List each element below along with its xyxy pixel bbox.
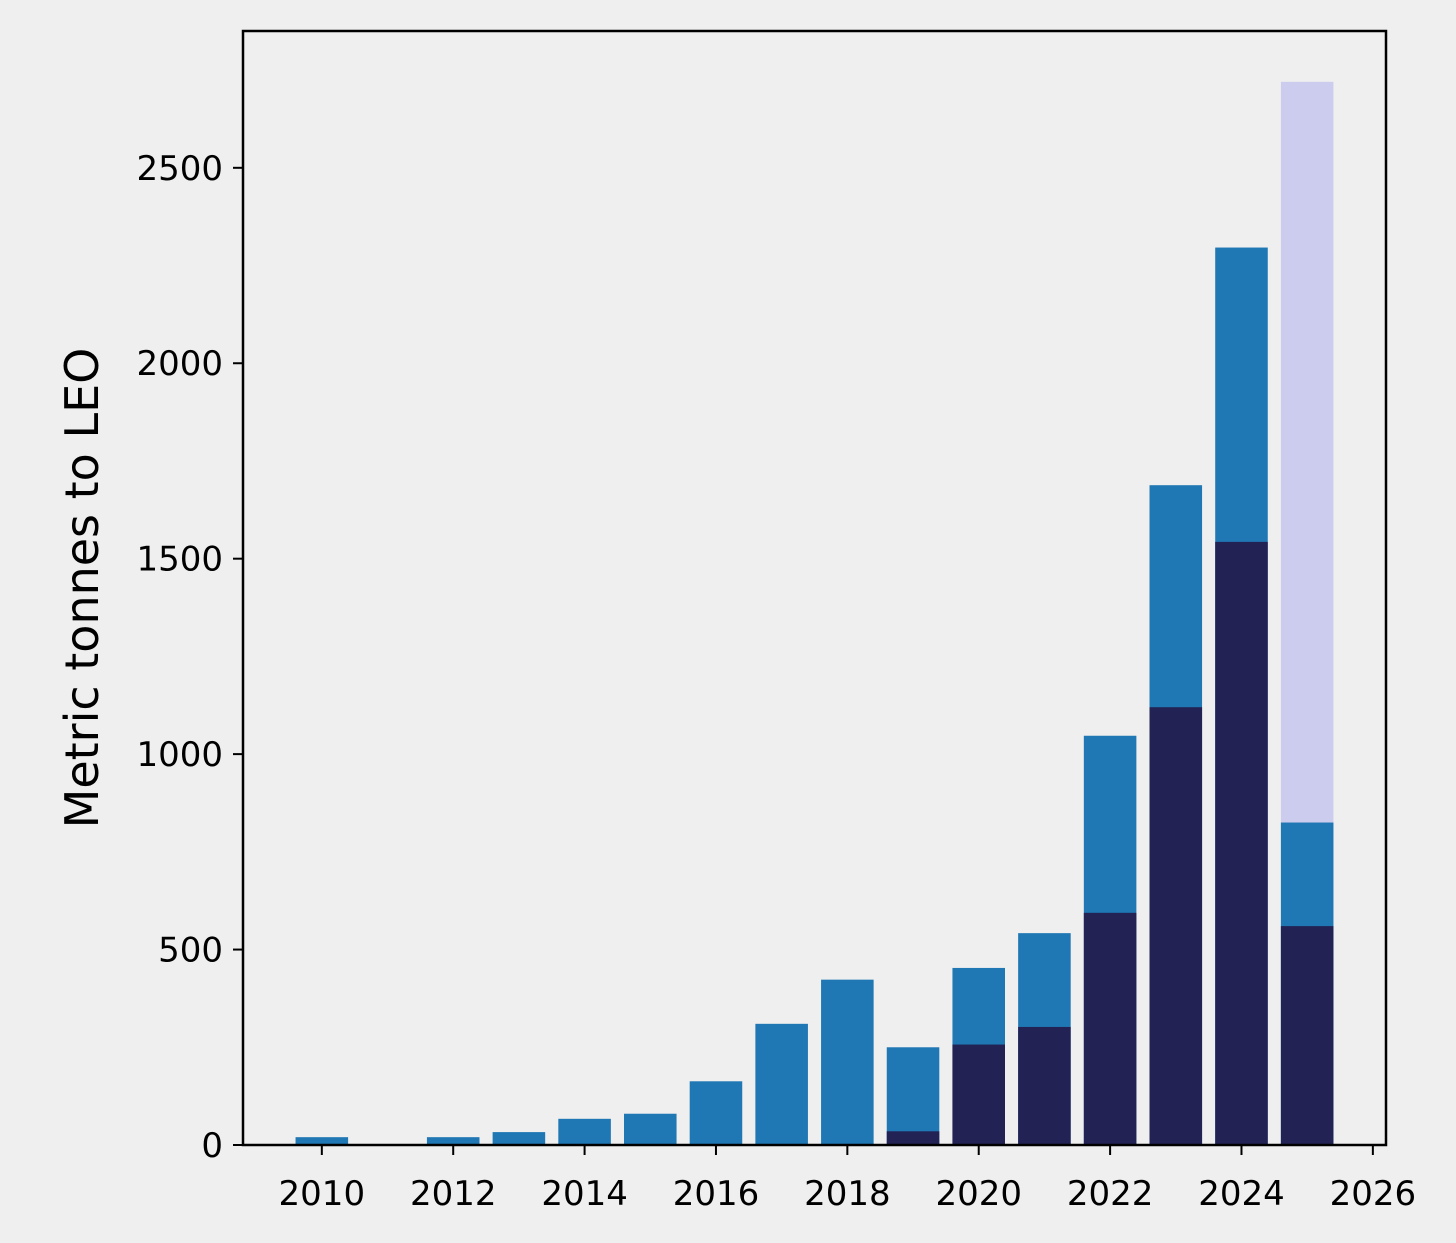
bar-bottom-2023 (1149, 707, 1203, 1145)
bar-bottom-2020 (952, 1044, 1005, 1145)
x-axis-ticks: 2010 2012 2014 2016 2018 2020 2022 2024 2026 (279, 1145, 1417, 1214)
y-tick-label-2000: 2000 (136, 344, 223, 384)
bar-bottom-2019 (886, 1131, 940, 1145)
bar-total-2015 (624, 1113, 677, 1145)
bar-bottom-2025 (1280, 926, 1334, 1145)
x-tick-label-2018: 2018 (804, 1174, 891, 1214)
x-tick-label-2026: 2026 (1330, 1174, 1417, 1214)
y-tick-label-1000: 1000 (136, 735, 223, 775)
x-tick-label-2024: 2024 (1198, 1174, 1285, 1214)
bar-total-2014 (558, 1118, 611, 1145)
bar-total-2016 (689, 1081, 743, 1145)
bar-total-2019 (886, 1047, 940, 1145)
y-axis-ticks: 0 500 1000 1500 2000 2500 (136, 149, 243, 1166)
x-tick-label-2010: 2010 (279, 1174, 366, 1214)
bar-total-2018 (821, 979, 874, 1145)
y-tick-label-500: 500 (158, 931, 223, 971)
x-tick-label-2016: 2016 (673, 1174, 760, 1214)
bar-bottom-2024 (1215, 541, 1268, 1145)
plot-frame (241, 29, 1388, 1147)
bar-bottom-2022 (1083, 912, 1137, 1145)
bar-total-2013 (492, 1132, 546, 1145)
bar-bottom-2021 (1018, 1026, 1071, 1145)
x-tick-label-2022: 2022 (1067, 1174, 1154, 1214)
bars-layer (295, 81, 1334, 1145)
y-tick-label-2500: 2500 (136, 149, 223, 189)
y-tick-label-1500: 1500 (136, 540, 223, 580)
x-tick-label-2012: 2012 (410, 1174, 497, 1214)
x-tick-label-2020: 2020 (935, 1174, 1022, 1214)
bar-total-2012 (426, 1137, 480, 1145)
y-tick-label-0: 0 (201, 1126, 223, 1166)
bar-total-2017 (755, 1023, 808, 1145)
bar-total-2010 (295, 1137, 349, 1145)
y-axis-title: Metric tonnes to LEO (55, 348, 109, 829)
x-tick-label-2014: 2014 (541, 1174, 628, 1214)
